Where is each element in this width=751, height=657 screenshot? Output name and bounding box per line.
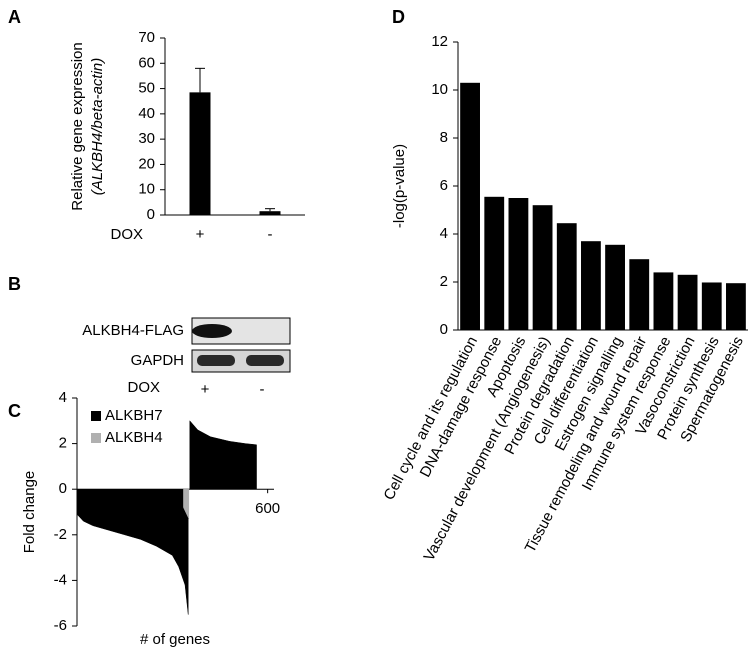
- y-tick-label: 20: [138, 155, 155, 172]
- y-tick-label: 70: [138, 29, 155, 46]
- blot-band: [197, 355, 235, 366]
- y-tick-label: 40: [138, 105, 155, 122]
- blot-row-label: ALKBH4-FLAG: [82, 322, 184, 339]
- y-tick-label: 0: [440, 321, 448, 338]
- y-tick-label: 4: [440, 225, 448, 242]
- area: [183, 488, 190, 519]
- y-tick-label: 60: [138, 54, 155, 71]
- panel-label: D: [392, 7, 405, 27]
- x-tick-label: 600: [255, 500, 280, 517]
- bar: [556, 223, 577, 330]
- area: [189, 420, 257, 490]
- panel-label: B: [8, 274, 21, 294]
- blot-lane-label: +: [201, 381, 210, 398]
- bar: [726, 283, 746, 330]
- area: [76, 488, 189, 615]
- y-tick-label: 10: [138, 181, 155, 198]
- bar: [653, 272, 674, 330]
- y-axis-label: -log(p-value): [391, 144, 408, 228]
- y-tick-label: 50: [138, 80, 155, 97]
- bar: [259, 211, 281, 215]
- y-axis-label: Relative gene expression: [69, 42, 86, 210]
- bar: [532, 205, 553, 330]
- y-tick-label: -6: [54, 617, 67, 634]
- blot-lane-label: -: [260, 381, 265, 398]
- y-tick-label: 30: [138, 130, 155, 147]
- y-tick-label: 2: [440, 273, 448, 290]
- legend-label: ALKBH7: [105, 407, 163, 424]
- y-axis-label: Fold change: [21, 471, 38, 554]
- bar: [508, 198, 529, 330]
- panel-label: A: [8, 7, 21, 27]
- legend-swatch: [91, 433, 101, 443]
- bar: [701, 282, 722, 330]
- blot-row-label: GAPDH: [131, 352, 184, 369]
- y-tick-label: 10: [431, 81, 448, 98]
- blot-band: [192, 324, 232, 338]
- y-tick-label: -2: [54, 526, 67, 543]
- blot-band: [246, 355, 284, 366]
- x-axis-label: DOX: [110, 226, 143, 243]
- bar: [605, 244, 625, 330]
- x-axis-label: # of genes: [140, 631, 210, 648]
- bar: [484, 196, 505, 330]
- x-tick-label: +: [196, 226, 205, 243]
- bar: [677, 274, 698, 330]
- bar: [629, 259, 650, 330]
- y-tick-label: 6: [440, 177, 448, 194]
- legend-swatch: [91, 411, 101, 421]
- y-tick-label: 4: [59, 389, 67, 406]
- y-tick-label: 2: [59, 435, 67, 452]
- y-tick-label: 0: [59, 480, 67, 497]
- bar: [189, 92, 211, 215]
- panel-label: C: [8, 401, 21, 421]
- x-tick-label: -: [268, 226, 273, 243]
- bar: [460, 82, 480, 330]
- y-axis-label: (ALKBH4/beta-actin): [89, 58, 106, 196]
- y-tick-label: 8: [440, 129, 448, 146]
- y-tick-label: -4: [54, 571, 67, 588]
- bar: [581, 241, 601, 330]
- blot-x-label: DOX: [127, 379, 160, 396]
- legend-label: ALKBH4: [105, 429, 163, 446]
- y-tick-label: 12: [431, 33, 448, 50]
- y-tick-label: 0: [147, 206, 155, 223]
